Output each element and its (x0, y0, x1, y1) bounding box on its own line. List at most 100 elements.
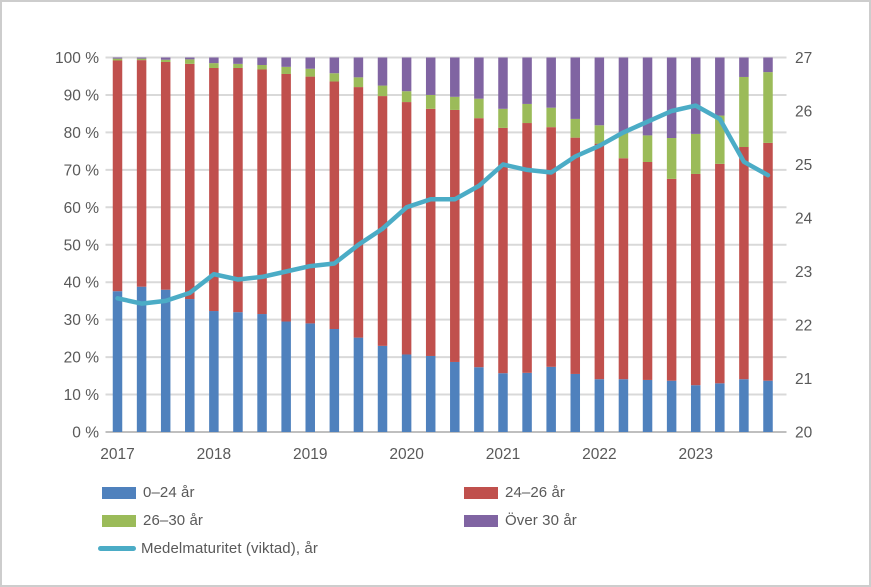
right-axis-tick-label: 27 (795, 50, 812, 67)
bar-segment (642, 57, 653, 136)
bar-segment (498, 373, 508, 432)
left-axis-tick-label: 70 % (64, 162, 100, 179)
left-axis-tick-label: 40 % (64, 275, 100, 292)
bar-segment (474, 57, 484, 99)
bar-segment (763, 380, 773, 432)
bar-segment (690, 57, 701, 134)
right-axis-tick-label: 23 (795, 264, 812, 281)
bar-segment (425, 57, 436, 95)
bar-segment (281, 73, 291, 322)
bar-segment (474, 98, 484, 119)
bar-segment (690, 133, 701, 174)
bar-segment (233, 57, 243, 64)
bar-segment (160, 61, 171, 290)
bar-segment (112, 291, 123, 432)
bar-segment (763, 72, 773, 143)
bar-segment (329, 73, 340, 82)
bar-segment (666, 57, 677, 139)
bar-2018-q4 (281, 57, 291, 432)
bar-2020-q4 (474, 57, 484, 432)
bar-2020-q1 (401, 57, 412, 432)
bar-segment (498, 127, 508, 374)
bar-segment (257, 57, 267, 65)
bar-segment (377, 96, 388, 346)
bar-2017-q3 (160, 57, 171, 432)
bar-2019-q4 (377, 57, 388, 432)
bar-segment (618, 132, 629, 159)
left-axis-tick-label: 20 % (64, 350, 100, 367)
right-axis-labels: 20 21 22 23 24 25 26 27 (795, 50, 813, 442)
left-axis-tick-label: 0 % (72, 425, 99, 442)
x-axis-tick-label: 2020 (389, 446, 424, 463)
right-axis-tick-label: 21 (795, 371, 812, 388)
bar-segment (305, 76, 315, 324)
bar-segment (450, 109, 460, 362)
bar-2017-q1 (112, 57, 123, 432)
bar-segment (666, 178, 677, 381)
bar-segment (353, 57, 364, 78)
bar-2022-q3 (642, 57, 653, 432)
bar-segment (136, 58, 147, 61)
bar-segment (401, 102, 412, 355)
bar-segment (546, 107, 556, 128)
bar-2018-q3 (257, 57, 267, 432)
left-axis-tick-label: 90 % (64, 87, 100, 104)
left-axis-tick-label: 30 % (64, 312, 100, 329)
bar-segment (594, 57, 605, 126)
bar-segment (522, 372, 532, 432)
bar-segment (136, 60, 147, 287)
bar-segment (618, 158, 629, 380)
bar-segment (642, 379, 653, 432)
x-axis-tick-label: 2017 (100, 446, 134, 463)
bar-2021-q1 (498, 57, 508, 432)
bar-segment (281, 321, 291, 432)
bar-segment (329, 81, 340, 330)
right-axis-tick-label: 26 (795, 104, 812, 121)
bar-segment (522, 103, 532, 124)
bar-segment (185, 57, 195, 60)
bar-segment (425, 355, 436, 432)
left-axis-tick-label: 50 % (64, 237, 100, 254)
maturity-line (115, 103, 771, 306)
bar-2017-q2 (136, 57, 147, 432)
bar-segment (209, 311, 219, 432)
bar-segment (257, 69, 267, 315)
left-axis-tick-label: 100 % (55, 50, 99, 67)
bar-segment (715, 163, 725, 384)
bar-segment (281, 66, 291, 74)
bar-segment (377, 85, 388, 97)
bar-segment (401, 91, 412, 103)
bar-segment (305, 57, 315, 69)
bar-segment (690, 385, 701, 432)
bar-segment (618, 379, 629, 432)
bar-segment (233, 67, 243, 313)
bar-2021-q2 (522, 57, 532, 432)
bar-segment (329, 57, 340, 74)
bar-segment (112, 57, 123, 59)
bar-segment (401, 57, 412, 92)
bar-segment (522, 57, 532, 104)
bar-segment (281, 57, 291, 67)
right-axis-tick-label: 25 (795, 157, 812, 174)
bar-segment (594, 125, 605, 144)
bar-segment (618, 57, 629, 133)
bar-segment (642, 161, 653, 380)
bar-segment (594, 379, 605, 432)
bar-segment (209, 63, 219, 68)
bar-segment (112, 58, 123, 61)
bar-2019-q2 (329, 57, 340, 432)
bar-segment (450, 361, 460, 432)
bar-segment (546, 57, 556, 108)
stacked-bars (112, 57, 773, 432)
bar-segment (690, 173, 701, 386)
x-axis-tick-label: 2019 (293, 446, 327, 463)
bar-2020-q2 (425, 57, 436, 432)
bar-segment (305, 68, 315, 77)
bar-segment (594, 143, 605, 380)
bar-segment (185, 299, 195, 432)
bar-segment (377, 345, 388, 432)
bar-2023-q3 (739, 57, 749, 432)
bar-2019-q3 (353, 57, 364, 432)
right-axis-tick-label: 20 (795, 425, 813, 442)
